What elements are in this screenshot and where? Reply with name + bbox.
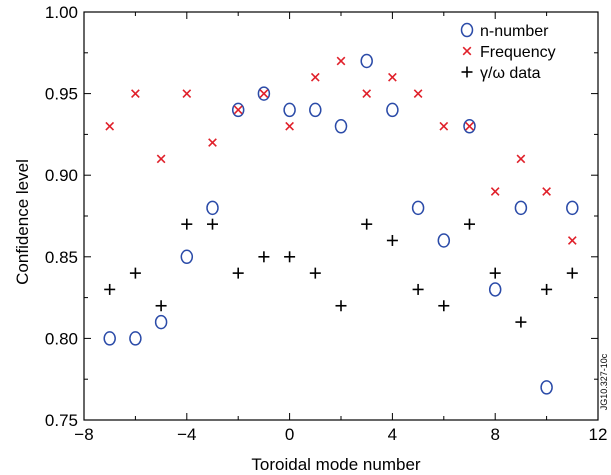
gamma-omega-point bbox=[207, 218, 218, 230]
n-number-point bbox=[411, 200, 425, 216]
y-tick-label: 0.95 bbox=[45, 85, 78, 104]
n-number-point bbox=[360, 53, 373, 69]
frequency-point bbox=[285, 121, 294, 131]
y-tick-label: 0.80 bbox=[45, 329, 78, 348]
y-tick-label: 0.90 bbox=[45, 166, 78, 185]
gamma-omega-point bbox=[489, 267, 501, 279]
legend-marker bbox=[461, 66, 473, 78]
axis-ticks: −8 −4 0 4 8 12 0.75 0.80 0.85 0.90 0.95 1.00 bbox=[45, 3, 608, 444]
y-axis-title: Confidence level bbox=[13, 159, 32, 285]
frequency-point bbox=[259, 89, 269, 98]
frequency-point bbox=[310, 72, 320, 82]
gamma-omega-point bbox=[515, 316, 527, 328]
gamma-omega-point bbox=[566, 267, 578, 279]
x-tick-label: −4 bbox=[177, 425, 196, 444]
gamma-omega-point bbox=[386, 234, 398, 246]
n-number-point bbox=[514, 200, 528, 216]
n-number-point bbox=[463, 118, 476, 134]
n-number-point bbox=[129, 331, 142, 346]
n-number-point bbox=[257, 86, 271, 101]
n-number-point bbox=[437, 233, 451, 248]
frequency-point bbox=[156, 154, 166, 164]
gamma-omega-point bbox=[129, 267, 141, 279]
gamma-omega-point bbox=[438, 300, 450, 312]
gamma-omega-point bbox=[412, 283, 424, 295]
n-number-point bbox=[231, 102, 245, 118]
figure-id-label: JG10.327-10c bbox=[599, 353, 609, 410]
frequency-point bbox=[516, 154, 526, 164]
legend-label: n-number bbox=[480, 23, 549, 40]
n-number-point bbox=[334, 118, 348, 134]
frequency-point bbox=[105, 121, 115, 131]
frequency-point bbox=[439, 121, 449, 131]
gamma-omega-point bbox=[155, 300, 167, 312]
n-number-point bbox=[103, 331, 116, 346]
y-tick-label: 1.00 bbox=[45, 3, 78, 22]
frequency-point bbox=[182, 89, 192, 98]
legend-label: γ/ω data bbox=[480, 65, 541, 82]
legend-marker bbox=[462, 46, 472, 56]
n-number-point bbox=[180, 249, 194, 265]
gamma-omega-point bbox=[232, 267, 244, 279]
gamma-omega-point bbox=[258, 251, 270, 263]
frequency-point bbox=[465, 121, 474, 131]
legend: n-number Frequency γ/ω data bbox=[460, 22, 556, 82]
legend-label: Frequency bbox=[480, 44, 556, 61]
x-tick-label: −8 bbox=[74, 425, 93, 444]
n-number-point bbox=[154, 314, 168, 330]
gamma-omega-point bbox=[309, 267, 321, 279]
x-tick-label: 8 bbox=[490, 425, 499, 444]
n-number-point bbox=[540, 380, 553, 395]
frequency-point bbox=[490, 187, 500, 196]
gamma-omega-point bbox=[541, 283, 553, 295]
n-number-point bbox=[206, 200, 219, 216]
gamma-omega-point bbox=[104, 283, 116, 295]
n-number-point bbox=[283, 102, 296, 118]
y-tick-label: 0.85 bbox=[45, 248, 78, 267]
legend-marker bbox=[460, 22, 474, 38]
n-number-point bbox=[566, 200, 579, 216]
frequency-point bbox=[542, 187, 551, 196]
n-number-point bbox=[309, 102, 322, 118]
n-number-point bbox=[488, 282, 502, 297]
x-axis-title: Toroidal mode number bbox=[251, 455, 420, 474]
y-tick-label: 0.75 bbox=[45, 411, 78, 430]
frequency-point bbox=[131, 89, 140, 98]
gamma-omega-point bbox=[284, 251, 296, 263]
gamma-omega-point bbox=[181, 218, 193, 230]
x-tick-label: 12 bbox=[589, 425, 608, 444]
gamma-omega-point bbox=[335, 300, 347, 312]
gamma-omega-point bbox=[361, 218, 373, 230]
frequency-point bbox=[413, 89, 423, 98]
n-number-point bbox=[386, 102, 399, 118]
frequency-point bbox=[208, 138, 217, 147]
gamma-omega-point bbox=[464, 218, 475, 230]
frequency-point bbox=[362, 89, 372, 98]
x-tick-label: 4 bbox=[388, 425, 397, 444]
frequency-point bbox=[388, 72, 397, 82]
frequency-point bbox=[567, 236, 577, 245]
frequency-point bbox=[336, 56, 346, 66]
x-tick-label: 0 bbox=[285, 425, 294, 444]
data-points bbox=[103, 53, 579, 395]
frequency-point bbox=[233, 105, 243, 115]
